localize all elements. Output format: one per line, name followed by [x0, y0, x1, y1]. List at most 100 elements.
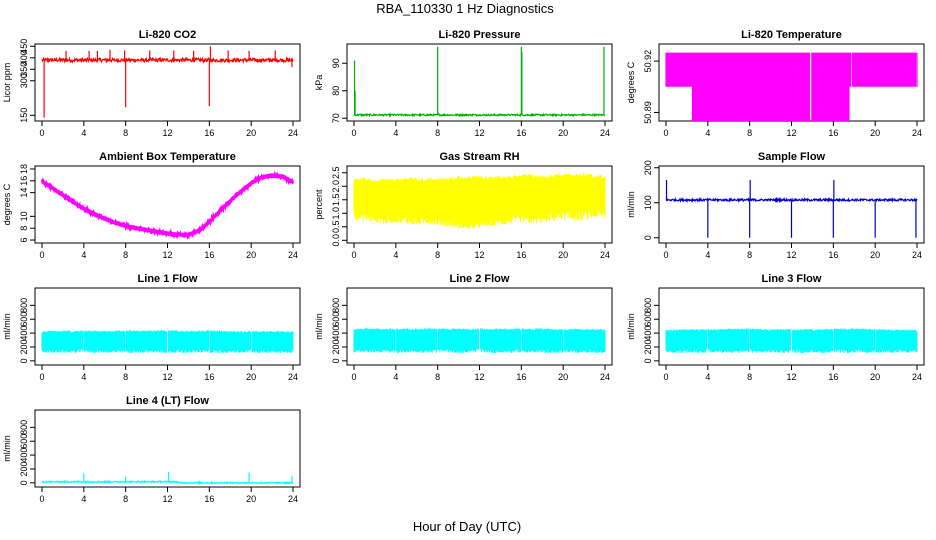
x-tick-label: 0 — [663, 372, 668, 382]
x-tick-label: 16 — [204, 372, 214, 382]
x-tick-label: 8 — [123, 128, 128, 138]
y-tick-label: 600 — [643, 312, 653, 327]
y-axis-label: ml/min — [314, 313, 324, 340]
panel-4: Ambient Box Temperature degrees C 0 4 8 12 16 2… — [2, 151, 301, 260]
y-axis-label: degrees C — [626, 61, 636, 103]
y-tick-label: 600 — [19, 434, 29, 449]
x-tick-label: 8 — [123, 250, 128, 260]
y-tick-label: 2.5 — [331, 166, 341, 179]
series-step — [665, 52, 918, 121]
x-tick-label: 12 — [786, 128, 796, 138]
x-tick-label: 20 — [246, 494, 256, 504]
x-tick-label: 24 — [288, 250, 298, 260]
y-axis-label: percent — [314, 189, 324, 220]
panel-2: Li-820 Pressure kPa 0 4 8 12 16 20 24 70 80 90 — [314, 29, 613, 138]
y-tick-label: 100 — [643, 195, 653, 210]
x-tick-label: 12 — [474, 250, 484, 260]
y-tick-label: 350 — [19, 62, 29, 77]
y-tick-label: 18 — [19, 164, 29, 174]
series-marks — [41, 471, 294, 486]
y-tick-label: 1.5 — [331, 194, 341, 207]
y-tick-label: 200 — [331, 339, 341, 354]
x-tick-label: 0 — [663, 250, 668, 260]
x-tick-label: 20 — [246, 372, 256, 382]
x-tick-label: 24 — [288, 494, 298, 504]
panel-title: Gas Stream RH — [439, 151, 519, 163]
x-tick-label: 16 — [516, 128, 526, 138]
series-band — [353, 173, 606, 229]
series-noise-band — [41, 173, 294, 237]
x-tick-label: 24 — [912, 250, 922, 260]
y-tick-label: 800 — [331, 298, 341, 313]
plot-frame — [658, 287, 925, 366]
panel-3: Li-820 Temperature degrees C 0 4 8 12 16 20 24 50… — [626, 29, 925, 138]
y-tick-label: 600 — [19, 312, 29, 327]
x-tick-label: 0 — [663, 128, 668, 138]
y-tick-label: 90 — [331, 58, 341, 68]
y-axis-label: degrees C — [2, 183, 12, 225]
panel-6: Sample Flow ml/min 0 4 8 12 16 20 24 0 100 200 — [626, 151, 925, 260]
y-tick-label: 800 — [19, 420, 29, 435]
x-tick-label: 12 — [162, 372, 172, 382]
series-marks — [353, 328, 606, 354]
x-tick-label: 4 — [81, 128, 86, 138]
x-tick-label: 20 — [558, 128, 568, 138]
series-line — [41, 479, 294, 486]
x-tick-label: 20 — [558, 372, 568, 382]
x-tick-label: 0 — [39, 494, 44, 504]
x-tick-label: 12 — [162, 128, 172, 138]
y-tick-label: 400 — [643, 326, 653, 341]
panel-title: Line 1 Flow — [138, 273, 198, 285]
x-tick-label: 8 — [435, 250, 440, 260]
series-marks — [665, 52, 918, 121]
y-tick-label: 1.0 — [331, 207, 341, 220]
x-tick-label: 8 — [435, 372, 440, 382]
x-tick-label: 20 — [870, 128, 880, 138]
panel-9: Line 3 Flow ml/min 0 4 8 12 16 20 24 0 20040060080… — [626, 273, 925, 382]
y-tick-label: 450 — [19, 39, 29, 54]
panel-title: Li-820 Pressure — [439, 29, 521, 41]
x-tick-label: 16 — [516, 372, 526, 382]
x-tick-label: 16 — [204, 494, 214, 504]
x-tick-label: 12 — [162, 494, 172, 504]
panel-title: Line 4 (LT) Flow — [126, 395, 209, 407]
panel-title: Line 2 Flow — [450, 273, 510, 285]
series-band — [41, 330, 294, 354]
panel-7: Line 1 Flow ml/min 0 4 8 12 16 20 24 0 20040060080… — [2, 273, 301, 382]
x-tick-label: 16 — [828, 250, 838, 260]
x-tick-label: 16 — [828, 128, 838, 138]
x-tick-label: 0 — [39, 250, 44, 260]
y-tick-label: 300 — [19, 73, 29, 88]
y-axis-label: ml/min — [626, 191, 636, 218]
series-marks — [665, 180, 918, 238]
y-tick-label: 0 — [643, 235, 653, 240]
panel-title: Ambient Box Temperature — [99, 151, 236, 163]
plot-frame — [346, 43, 613, 122]
y-axis-label: Licor ppm — [2, 63, 12, 103]
y-tick-label: 800 — [19, 298, 29, 313]
y-tick-label: 2.0 — [331, 180, 341, 193]
plot-frame — [34, 43, 301, 122]
x-tick-label: 20 — [870, 372, 880, 382]
x-tick-label: 8 — [747, 372, 752, 382]
x-tick-label: 20 — [558, 250, 568, 260]
y-tick-label: 400 — [331, 326, 341, 341]
y-tick-label: 400 — [19, 326, 29, 341]
x-tick-label: 20 — [246, 128, 256, 138]
x-tick-label: 4 — [81, 250, 86, 260]
x-tick-label: 12 — [786, 372, 796, 382]
x-tick-label: 16 — [828, 372, 838, 382]
y-tick-label: 200 — [19, 339, 29, 354]
y-tick-label: 150 — [19, 108, 29, 123]
x-tick-label: 16 — [204, 250, 214, 260]
figure-xlabel: Hour of Day (UTC) — [413, 519, 521, 534]
y-tick-label: 50.92 — [643, 50, 653, 73]
x-tick-label: 8 — [123, 372, 128, 382]
x-tick-label: 4 — [393, 250, 398, 260]
y-tick-label: 16 — [19, 176, 29, 186]
x-tick-label: 12 — [474, 128, 484, 138]
x-tick-label: 24 — [912, 128, 922, 138]
y-tick-label: 0.5 — [331, 221, 341, 234]
